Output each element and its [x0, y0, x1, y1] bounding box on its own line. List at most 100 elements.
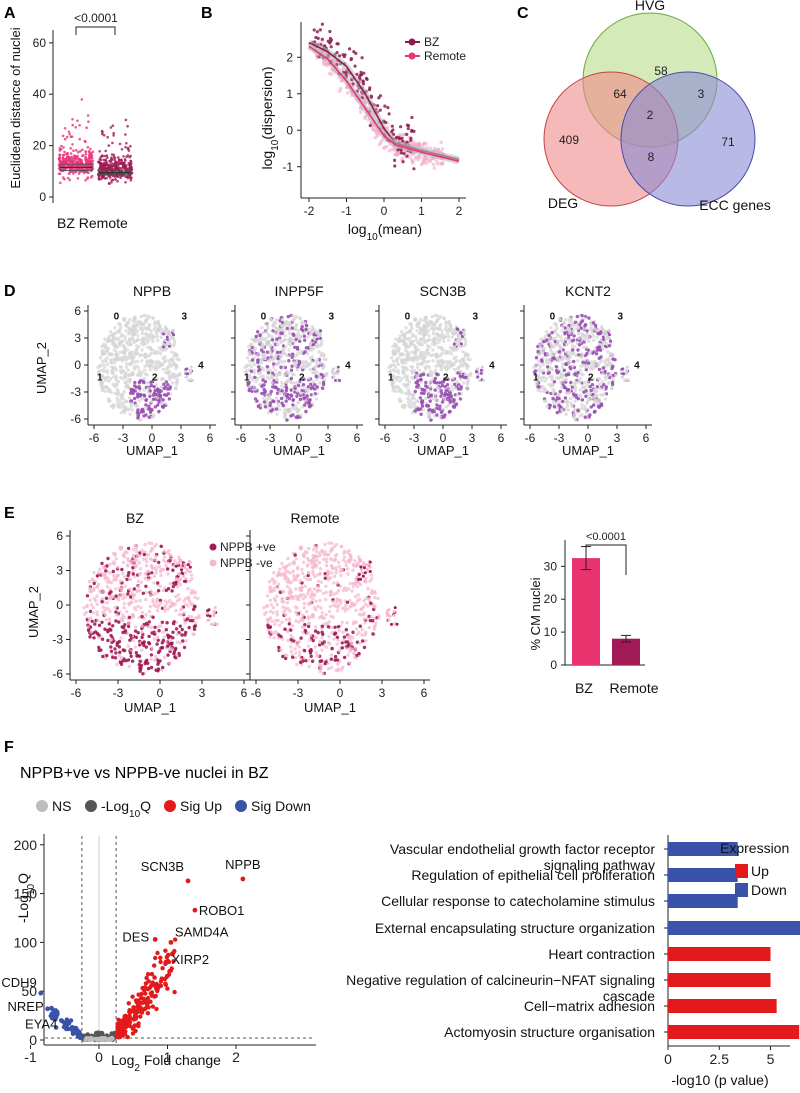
- umap-nppb-point-low: [114, 344, 118, 348]
- umap-nppb-point-low: [160, 376, 164, 381]
- umap-nppb-point-low: [141, 336, 145, 340]
- umap-scn3b-point-low: [454, 355, 458, 359]
- panel-b-point-remote: [407, 152, 412, 156]
- umap-inpp5f-outlier-point: [315, 331, 319, 335]
- panel-b-point-bz: [328, 40, 332, 44]
- umap-nppb-point-low: [142, 376, 147, 381]
- panel-a-point: [120, 148, 124, 151]
- umap-scn3b-point-low: [448, 323, 453, 328]
- umap-e-bz-point-low: [123, 584, 127, 588]
- umap-kcnt2-point-low: [581, 333, 585, 337]
- umap-nppb-point-low: [120, 340, 124, 344]
- umap-inpp5f-point-low: [315, 362, 319, 367]
- panel-label-c: C: [517, 5, 529, 22]
- panel-b-point-remote: [410, 152, 415, 156]
- umap-inpp5f-point-high: [298, 361, 302, 365]
- panel-b-ytick-label: 0: [286, 123, 293, 137]
- umap-kcnt2-point-low: [587, 339, 591, 343]
- umap-e-bz-point-low: [163, 609, 167, 613]
- umap-inpp5f-point-high: [295, 345, 300, 350]
- umap-nppb-point-low: [111, 371, 116, 375]
- umap-e-bz-point-low: [159, 573, 163, 578]
- umap-e-bz-point-low: [140, 550, 145, 554]
- umap-nppb-point-low: [119, 371, 124, 375]
- umap-kcnt2-point-high: [604, 385, 608, 389]
- umap-kcnt2-point-high: [589, 388, 593, 393]
- umap-e-bz-point-high: [182, 645, 187, 650]
- umap-kcnt2-outlier-point: [627, 379, 631, 382]
- umap-scn3b-point-low: [390, 381, 394, 385]
- umap-scn3b-point-low: [424, 320, 429, 325]
- umap-scn3b-point-low: [396, 368, 400, 373]
- umap-kcnt2-point-low: [570, 403, 574, 408]
- umap-scn3b-point-low: [406, 400, 411, 404]
- umap-inpp5f-point-low: [272, 356, 277, 361]
- panel-b-point-remote: [377, 142, 382, 147]
- umap-nppb-xtick-label: 0: [149, 431, 156, 445]
- umap-e-bz-point-low: [149, 625, 154, 630]
- umap-kcnt2-point-low: [567, 391, 571, 396]
- umap-inpp5f-point-low: [286, 323, 290, 327]
- umap-e-bz-point-low: [114, 578, 118, 582]
- umap-inpp5f-point-high: [279, 396, 284, 401]
- umap-scn3b-point-low: [391, 350, 395, 354]
- umap-inpp5f-point-low: [288, 336, 292, 340]
- umap-e-bz-point-high: [149, 665, 154, 670]
- umap-e-bz-point-low: [131, 569, 135, 574]
- umap-nppb-point-low: [154, 328, 158, 333]
- umap-nppb-point-low: [178, 373, 182, 377]
- umap-kcnt2-point-high: [602, 383, 606, 387]
- umap-kcnt2-point-high: [551, 356, 555, 360]
- umap-inpp5f-point-high: [255, 399, 259, 403]
- umap-e-bz-point-low: [97, 571, 101, 575]
- umap-kcnt2-point-high: [608, 339, 613, 343]
- umap-inpp5f-point-high: [284, 385, 288, 389]
- umap-e-bz-point-low: [132, 559, 136, 564]
- umap-kcnt2-point-low: [598, 382, 602, 386]
- umap-scn3b-point-high: [433, 388, 437, 392]
- umap-kcnt2-cluster-label: 3: [617, 311, 623, 322]
- umap-scn3b-point-high: [444, 388, 448, 393]
- umap-scn3b-point-low: [465, 380, 470, 385]
- umap-nppb-point-high: [147, 415, 151, 419]
- panel-a-point: [125, 142, 128, 145]
- umap-inpp5f-point-low: [252, 340, 257, 344]
- umap-kcnt2-point-high: [587, 316, 591, 320]
- umap-e-bz-point-low: [182, 599, 186, 603]
- umap-nppb-point-low: [160, 328, 165, 332]
- umap-nppb-xlabel: UMAP_1: [126, 443, 178, 458]
- umap-scn3b-point-low: [412, 350, 416, 354]
- umap-inpp5f-point-high: [256, 330, 260, 334]
- panel-a-point: [124, 159, 127, 162]
- umap-nppb-outlier-point: [188, 371, 192, 375]
- umap-e-bz-point-low: [155, 635, 160, 639]
- umap-scn3b-point-low: [445, 328, 449, 333]
- panel-a-point: [124, 133, 127, 136]
- umap-scn3b-point-low: [456, 366, 461, 370]
- umap-scn3b-point-low: [400, 330, 404, 334]
- umap-inpp5f-point-low: [251, 378, 255, 382]
- umap-scn3b-point-low: [406, 391, 410, 395]
- umap-e-bz-point-high: [155, 642, 159, 646]
- umap-kcnt2-point-high: [587, 361, 591, 365]
- umap-kcnt2-point-low: [578, 368, 583, 372]
- panel-b-ytick-label: -1: [282, 160, 293, 174]
- umap-kcnt2-point-low: [598, 360, 603, 364]
- umap-nppb-xtick-label: -6: [89, 431, 100, 445]
- umap-scn3b-point-low: [409, 350, 414, 354]
- umap-scn3b-point-low: [431, 348, 435, 352]
- umap-scn3b-point-low: [414, 334, 418, 339]
- umap-inpp5f-point-low: [247, 374, 251, 379]
- umap-inpp5f-point-low: [269, 344, 273, 348]
- umap-e-bz-point-high: [141, 672, 145, 676]
- umap-scn3b-point-high: [457, 383, 461, 387]
- umap-nppb-ytick-label: -6: [70, 412, 81, 426]
- umap-e-bz-point-high: [140, 635, 144, 640]
- umap-kcnt2-point-low: [596, 402, 600, 406]
- umap-inpp5f-point-high: [247, 388, 251, 393]
- umap-scn3b-outlier-point: [460, 335, 464, 338]
- panel-b-point-bz: [320, 22, 324, 26]
